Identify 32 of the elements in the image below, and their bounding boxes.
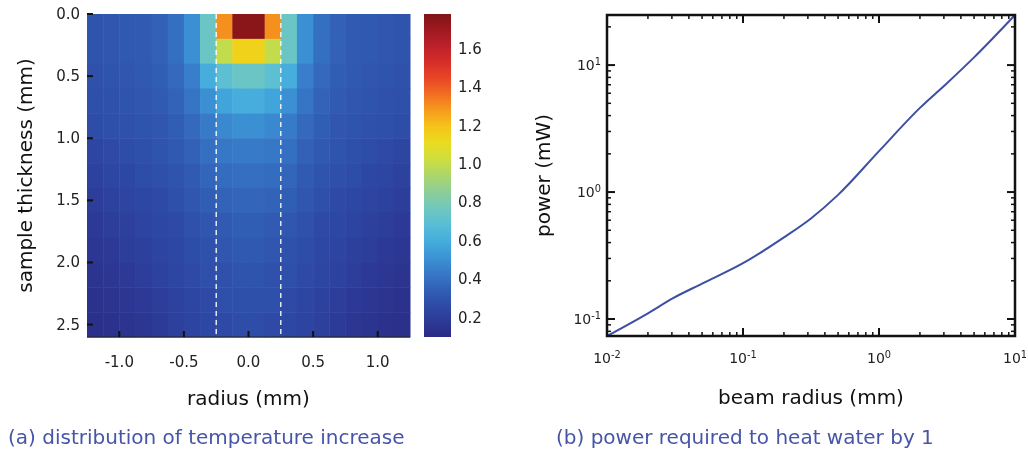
x-tick-label: 10$^{1}$: [1002, 348, 1028, 366]
color-bar-label: 1.4: [458, 78, 482, 97]
color-bar-label: 0.8: [458, 193, 482, 212]
y-tick-label: 10$^{0}$: [576, 182, 601, 201]
x-axis-title: beam radius (mm): [718, 385, 904, 409]
text: (a) distribution of temperature increase: [8, 425, 405, 449]
y-tick-label: 1.0: [56, 129, 80, 148]
y-tick-label: 10$^{1}$: [576, 55, 601, 74]
color-bar-label: 1.6: [458, 39, 482, 58]
x-axis-title: radius (mm): [187, 386, 310, 410]
y-tick-label: 2.0: [56, 253, 80, 272]
x-tick-label: 10$^{0}$: [866, 348, 892, 366]
y-tick-label: 0.5: [56, 67, 80, 86]
color-bar-label: 0.6: [458, 231, 482, 250]
color-bar-label: 1.2: [458, 116, 482, 135]
y-tick-label: 2.5: [56, 315, 80, 334]
y-axis-title: sample thickness (mm): [13, 58, 37, 293]
x-tick-label: 1.0: [365, 353, 390, 371]
x-tick-label: 10$^{-2}$: [593, 348, 621, 366]
x-tick-label: -1.0: [104, 353, 134, 371]
text: (b) power required to heat water by 1: [556, 425, 934, 449]
x-tick-label: 10$^{-1}$: [729, 348, 757, 366]
x-tick-label: 0.0: [236, 353, 261, 371]
y-axis-title: power (mW): [531, 113, 555, 238]
y-tick-label: 1.5: [56, 191, 80, 210]
color-bar-label: 0.4: [458, 270, 482, 289]
color-bar-label: 0.2: [458, 308, 482, 327]
x-tick-label: -0.5: [169, 353, 199, 371]
x-tick-label: 0.5: [301, 353, 326, 371]
color-bar-label: 1.0: [458, 154, 482, 173]
y-tick-label: 10$^{-1}$: [573, 309, 601, 328]
y-tick-label: 0.0: [56, 5, 80, 23]
